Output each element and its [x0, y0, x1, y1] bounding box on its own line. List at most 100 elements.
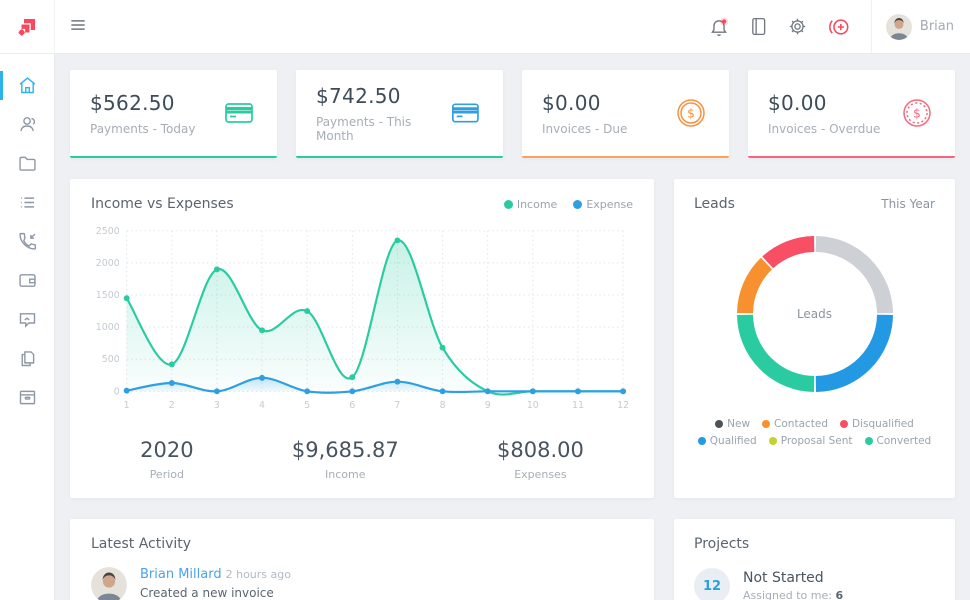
qualified-legend-dot [697, 437, 706, 445]
latest-activity-panel: Latest Activity Brian [70, 519, 654, 600]
dollar-coin-icon: $ [677, 99, 705, 127]
stat-value: $562.50 [90, 90, 175, 115]
user-menu[interactable]: Brian [872, 13, 970, 40]
svg-text:$: $ [913, 107, 921, 121]
income-expenses-panel: Income vs Expenses Income Expense 0 500 10… [70, 179, 654, 498]
svg-text:4: 4 [259, 400, 265, 411]
settings-button[interactable] [778, 16, 817, 37]
activity-action: Created a new invoice [140, 586, 274, 600]
legend-item-expense[interactable]: Expense [573, 198, 633, 211]
panel-title: Latest Activity [91, 536, 192, 552]
home-icon [19, 77, 35, 94]
project-status-item[interactable]: 12 Not Started Assigned to me: 6 [694, 568, 935, 600]
legend-item-new[interactable]: New [715, 418, 750, 430]
svg-text:6: 6 [349, 400, 355, 411]
dollar-coin-dashed-icon: $ [903, 99, 931, 127]
avatar-photo-icon [885, 13, 912, 40]
svg-text:2500: 2500 [96, 226, 120, 237]
stat-card-payments-month[interactable]: $742.50 Payments - This Month [296, 70, 503, 158]
archive-icon [19, 390, 35, 405]
leads-range-selector[interactable]: This Year [881, 197, 935, 211]
stat-card-invoices-overdue[interactable]: $0.00 Invoices - Overdue $ [748, 70, 955, 158]
leads-panel: Leads This Year Leads New Contacted Dis [674, 179, 955, 498]
legend-item-contacted[interactable]: Contacted [762, 418, 828, 430]
user-avatar [885, 13, 912, 40]
leads-legend: New Contacted Disqualified Qualified Pro… [694, 418, 935, 447]
donut-svg [736, 236, 893, 392]
proposal-sent-legend-dot [768, 437, 777, 445]
disqualified-legend-dot [840, 420, 849, 428]
project-count-badge: 12 [694, 568, 730, 600]
bottom-row: Latest Activity Brian [70, 519, 955, 600]
svg-text:$: $ [687, 107, 695, 121]
summary-value: 2020 [140, 438, 194, 462]
activity-time: 2 hours ago [225, 568, 291, 581]
donut-center-label: Leads [796, 307, 833, 321]
svg-text:3: 3 [214, 400, 220, 411]
topbar-divider [870, 0, 872, 54]
svg-text:8: 8 [440, 400, 446, 411]
stat-label: Invoices - Overdue [768, 121, 881, 136]
contacted-legend-dot [762, 420, 771, 428]
legend-item-proposal-sent[interactable]: Proposal Sent [768, 435, 853, 447]
contacts-icon [19, 117, 35, 132]
stat-card-invoices-due[interactable]: $0.00 Invoices - Due $ [522, 70, 729, 158]
stat-card-payments-today[interactable]: $562.50 Payments - Today [70, 70, 277, 158]
legend-item-qualified[interactable]: Qualified [697, 435, 757, 447]
summary-label: Period [149, 468, 184, 481]
brand-logo-icon [18, 18, 36, 36]
chat-icon [19, 313, 35, 328]
svg-text:9: 9 [485, 400, 491, 411]
summary-value: $808.00 [497, 438, 584, 462]
wallet-icon [18, 274, 36, 287]
sidebar-item-calls[interactable] [0, 222, 54, 261]
sidebar-item-files[interactable] [0, 144, 54, 183]
gear-icon [789, 18, 806, 35]
sidebar-item-contacts[interactable] [0, 105, 54, 144]
activity-user-link[interactable]: Brian Millard [140, 567, 222, 582]
menu-toggle-button[interactable] [68, 15, 88, 39]
svg-text:1: 1 [124, 400, 130, 411]
legend-label: Income [516, 197, 558, 211]
svg-text:2000: 2000 [96, 258, 120, 269]
svg-text:12: 12 [617, 400, 629, 411]
documents-icon [21, 351, 34, 367]
expense-legend-dot [573, 199, 583, 209]
legend-label: Disqualified [852, 418, 914, 430]
legend-label: Qualified [709, 435, 757, 447]
list-icon [20, 197, 34, 208]
sidebar-item-payments[interactable] [0, 261, 54, 300]
sidebar-item-archive[interactable] [0, 378, 54, 417]
notes-button[interactable] [739, 16, 778, 37]
folder-icon [18, 156, 36, 171]
quick-add-button[interactable] [817, 16, 861, 38]
app-logo[interactable] [0, 0, 55, 54]
sidebar-item-tasks[interactable] [0, 183, 54, 222]
line-chart: 0 500 1000 1500 2000 2500 1 2 3 4 5 6 7 8 9 10 11 12 [91, 220, 633, 422]
panel-title: Leads [694, 196, 735, 212]
charts-row: Income vs Expenses Income Expense 0 500 10… [70, 179, 955, 498]
sidebar-item-messages[interactable] [0, 300, 54, 339]
stat-label: Payments - This Month [316, 114, 412, 143]
legend-item-income[interactable]: Income [503, 197, 558, 211]
leads-donut-chart: Leads [727, 226, 903, 402]
summary-period: 2020 Period [140, 438, 193, 481]
summary-label: Income [325, 468, 366, 481]
summary-income: $9,685.87 Income [292, 438, 399, 481]
sidebar-item-documents[interactable] [0, 339, 54, 378]
legend-item-converted[interactable]: Converted [864, 435, 931, 447]
notifications-button[interactable] [699, 16, 739, 38]
top-bar: Brian [0, 0, 970, 54]
project-status-label: Not Started [743, 570, 824, 586]
svg-text:0: 0 [114, 386, 120, 397]
user-name: Brian [919, 19, 954, 34]
svg-text:500: 500 [102, 354, 120, 365]
credit-card-icon [452, 103, 479, 123]
svg-text:5: 5 [304, 400, 310, 411]
svg-text:7: 7 [394, 400, 400, 411]
avatar-photo-icon [91, 567, 127, 600]
sidebar-item-home[interactable] [0, 66, 54, 105]
legend-item-disqualified[interactable]: Disqualified [840, 418, 914, 430]
income-legend-dot [503, 199, 513, 209]
